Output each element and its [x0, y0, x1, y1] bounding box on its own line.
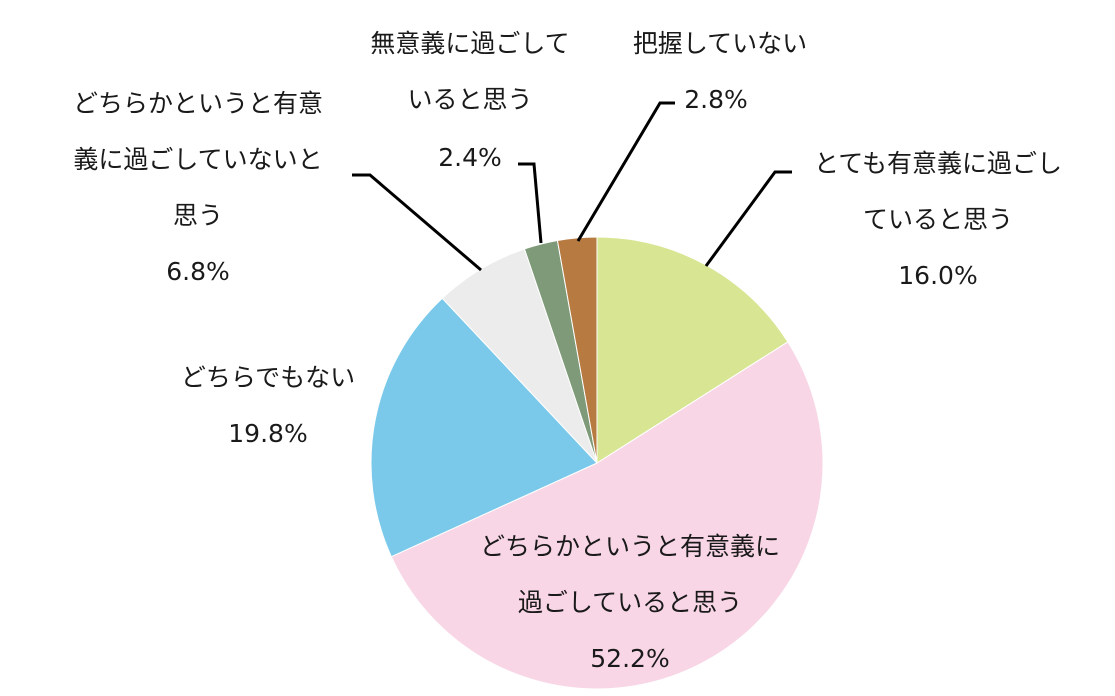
leader-line-3 — [352, 173, 482, 272]
slice-label-0: とても有意義に過ごしていると思う — [814, 149, 1062, 234]
slice-label-2: どちらでもない — [181, 363, 355, 392]
slice-label-line: どちらかというと有意 — [73, 89, 323, 118]
slice-label-line: どちらかというと有意義に — [480, 532, 780, 561]
slice-label-1: どちらかというと有意義に過ごしていると思う — [480, 532, 780, 617]
slice-label-line: 過ごしていると思う — [518, 588, 742, 617]
slice-value-label-2: 19.8% — [228, 419, 307, 448]
slice-value-label-4: 2.4% — [438, 143, 502, 172]
leader-line-0 — [704, 170, 792, 267]
slice-label-5: 把握していない — [633, 29, 807, 58]
slice-value-label-1: 52.2% — [590, 644, 669, 673]
slice-label-3: どちらかというと有意義に過ごしていないと思う — [73, 89, 323, 230]
slice-labels: とても有意義に過ごしていると思う 16.0% どちらかというと有意義に過ごしていると… — [73, 29, 1062, 673]
pie-slice-5 — [556, 236, 598, 464]
pie-slice-1 — [390, 341, 824, 690]
slice-label-line: 把握していない — [633, 29, 807, 58]
slice-label-line: どちらでもない — [181, 363, 355, 392]
slice-label-line: 義に過ごしていないと — [73, 145, 322, 174]
slice-label-line: とても有意義に過ごし — [814, 149, 1062, 178]
slice-label-line: いると思う — [407, 85, 532, 114]
leader-line-5 — [576, 101, 675, 242]
slice-value-label-5: 2.8% — [684, 85, 748, 114]
leader-lines — [352, 101, 792, 272]
slice-value-label-0: 16.0% — [898, 261, 977, 290]
slice-label-line: ていると思う — [863, 205, 1013, 234]
slice-label-line: 思う — [173, 201, 223, 230]
pie-slice-2 — [370, 297, 598, 558]
slice-label-4: 無意義に過ごしていると思う — [370, 29, 569, 114]
pie-slices — [370, 236, 824, 690]
slice-label-line: 無意義に過ごして — [370, 29, 569, 58]
slice-value-label-3: 6.8% — [166, 257, 230, 286]
leader-line-4 — [518, 162, 543, 244]
